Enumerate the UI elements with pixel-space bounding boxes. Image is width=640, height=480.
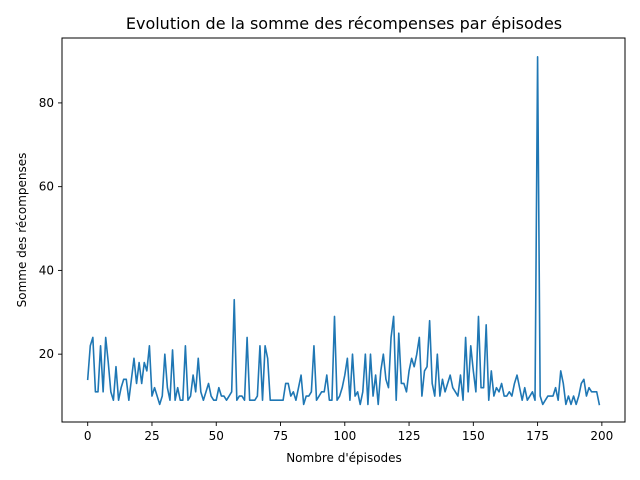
x-tick-label: 25 xyxy=(144,429,159,443)
axes-frame xyxy=(61,37,626,423)
x-tick-label: 50 xyxy=(209,429,224,443)
x-tick-label: 100 xyxy=(333,429,356,443)
x-tick-label: 125 xyxy=(398,429,421,443)
x-tick-label: 200 xyxy=(590,429,613,443)
y-axis-label: Somme des récompenses xyxy=(15,153,29,308)
chart-title: Evolution de la somme des récompenses pa… xyxy=(126,14,562,33)
x-axis-label: Nombre d'épisodes xyxy=(286,451,402,465)
y-tick-label: 20 xyxy=(39,347,54,361)
y-tick-label: 80 xyxy=(39,96,54,110)
y-axis-ticks: 20 40 60 80 xyxy=(39,96,62,361)
y-tick-label: 40 xyxy=(39,263,54,277)
y-tick-label: 60 xyxy=(39,180,54,194)
series-line-0 xyxy=(86,56,601,406)
x-tick-label: 175 xyxy=(526,429,549,443)
x-tick-label: 0 xyxy=(84,429,92,443)
x-tick-label: 75 xyxy=(273,429,288,443)
x-tick-label: 150 xyxy=(462,429,485,443)
plot-area xyxy=(86,56,601,406)
x-axis-ticks: 0 25 50 75 100 125 150 175 200 xyxy=(84,422,613,443)
